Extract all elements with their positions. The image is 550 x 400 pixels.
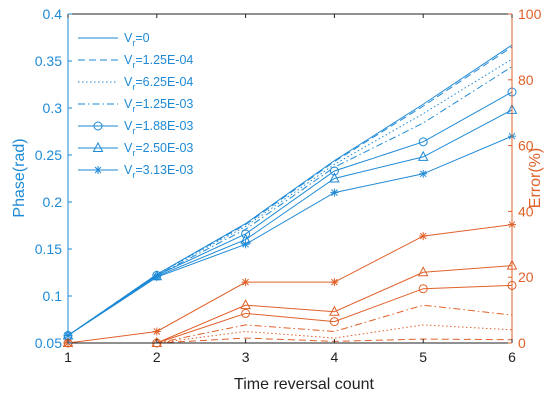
- y-right-tick-label: 80: [518, 72, 534, 88]
- legend-label-6: Vr=3.13E-03: [124, 163, 193, 180]
- y-right-tick-label: 100: [518, 6, 542, 22]
- legend-marker-4: [93, 121, 103, 131]
- x-tick-label: 6: [508, 349, 516, 365]
- y-left-tick-label: 0.3: [43, 100, 63, 116]
- x-tick-label: 3: [242, 349, 250, 365]
- legend-label-2: Vr=6.25E-04: [124, 75, 193, 92]
- phase-point-4-3: [329, 166, 339, 176]
- phase-series-line-4: [67, 91, 513, 336]
- legend: Vr=0 Vr=1.25E-04 Vr=6.25E-04 Vr=1.25E-03 Vr=…: [73, 24, 193, 188]
- legend-label-1: Vr=1.25E-04: [124, 53, 193, 70]
- x-tick-label: 5: [419, 349, 427, 365]
- marker-stroke: [153, 273, 161, 281]
- error-point-6-3: [330, 278, 339, 287]
- y-left-tick-label: 0.15: [35, 241, 62, 257]
- y-left-tick-label: 0.2: [43, 194, 63, 210]
- marker-stroke: [153, 328, 161, 335]
- phase-series-line-2: [67, 58, 513, 336]
- error-point-5-2: [240, 299, 251, 310]
- marker-stroke: [242, 240, 249, 248]
- phase-series-line-5: [67, 109, 513, 336]
- phase-point-6-2: [241, 240, 250, 249]
- y-left-tick-label: 0.25: [35, 147, 62, 163]
- phase-point-5-3: [329, 172, 340, 183]
- error-point-4-4: [418, 284, 428, 294]
- error-point-6-2: [241, 278, 250, 287]
- error-point-6-4: [419, 232, 428, 241]
- y-right-tick-label: 0: [518, 335, 526, 351]
- error-series-line-1: [68, 337, 513, 344]
- y-left-tick-label: 0.4: [43, 6, 63, 22]
- marker-stroke: [331, 189, 338, 196]
- x-tick-label: 1: [64, 349, 72, 365]
- error-series-line-5: [68, 265, 513, 344]
- error-series-line-3: [68, 304, 513, 344]
- y-left-tick-label: 0.35: [35, 53, 62, 69]
- legend-label-5: Vr=2.50E-03: [124, 141, 193, 158]
- legend-marker-5: [92, 141, 104, 152]
- y-right-tick-label: 20: [518, 269, 534, 285]
- marker-stroke: [419, 170, 427, 178]
- error-series-line-6: [67, 224, 513, 344]
- error-point-4-3: [329, 317, 339, 327]
- error-point-5-1: [151, 336, 163, 347]
- y-left-tick-label: 0.1: [43, 288, 63, 304]
- y-left-tick-label: 0.05: [35, 335, 62, 351]
- marker-stroke: [419, 232, 427, 240]
- legend-label-3: Vr=1.25E-03: [124, 97, 193, 114]
- x-tick-label: 2: [153, 349, 161, 365]
- marker-stroke: [331, 278, 338, 286]
- error-point-6-1: [152, 327, 161, 336]
- phase-series-line-6: [67, 135, 513, 336]
- legend-label-0: Vr=0: [124, 31, 150, 48]
- y-axis-left-label: Phase(rad): [11, 138, 28, 217]
- phase-series-line-1: [67, 46, 513, 336]
- phase-point-6-3: [330, 188, 339, 197]
- x-tick-label: 4: [331, 349, 339, 365]
- phase-point-5-4: [417, 150, 429, 161]
- x-axis-label: Time reversal count: [234, 376, 374, 393]
- y-right-tick-label: 60: [518, 138, 534, 154]
- legend-box: [73, 24, 193, 188]
- marker-stroke: [94, 166, 102, 174]
- phase-point-6-4: [419, 169, 428, 178]
- error-point-4-2: [241, 308, 251, 318]
- phase-point-4-4: [418, 137, 428, 147]
- legend-marker-6: [94, 166, 102, 174]
- marker-stroke: [242, 278, 249, 286]
- error-point-5-3: [329, 305, 340, 316]
- y-right-tick-label: 40: [518, 203, 534, 219]
- y-axis-right-label: Error(%): [527, 148, 544, 208]
- phase-point-4-2: [241, 229, 251, 239]
- legend-label-4: Vr=1.88E-03: [124, 119, 193, 136]
- phase-point-6-1: [152, 273, 161, 282]
- error-point-5-4: [417, 266, 429, 277]
